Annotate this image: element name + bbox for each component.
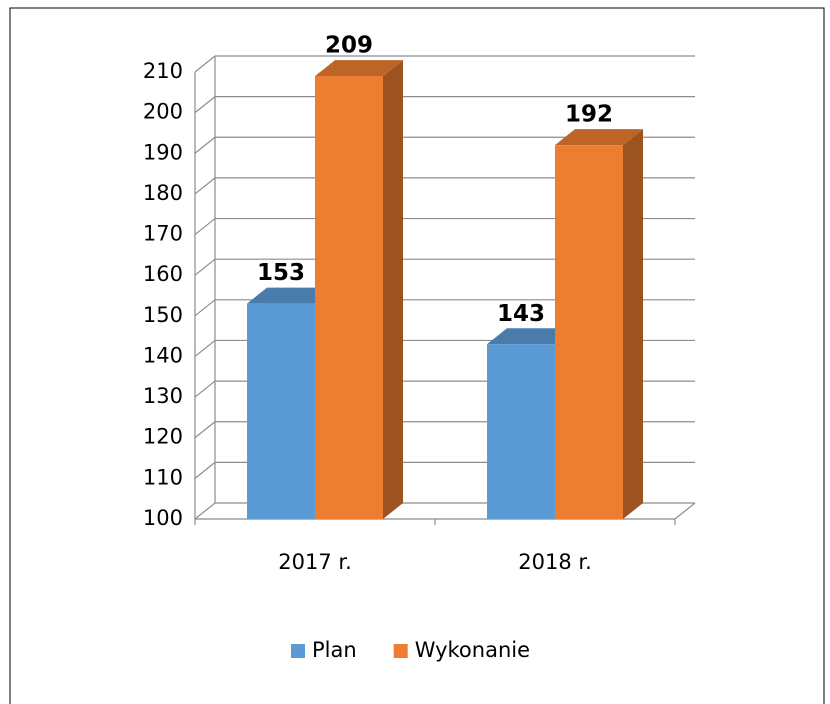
bar — [555, 145, 623, 520]
x-tick-label: 2017 r. — [278, 550, 352, 574]
bar — [247, 303, 315, 519]
y-tick-label: 150 — [143, 303, 183, 327]
legend-swatch — [393, 644, 408, 658]
bar-top — [487, 328, 575, 345]
bar — [487, 344, 555, 519]
y-tick-label: 140 — [143, 343, 183, 367]
value-label: 143 — [497, 301, 545, 327]
y-tick-label: 180 — [143, 181, 183, 205]
y-tick-label: 110 — [143, 465, 183, 489]
legend-label: Plan — [312, 638, 357, 662]
y-tick-label: 120 — [143, 425, 183, 449]
y-tick-label: 160 — [143, 262, 183, 286]
y-tick-label: 170 — [143, 222, 183, 246]
y-tick-label: 210 — [143, 59, 183, 83]
value-label: 209 — [325, 33, 373, 59]
y-tick-label: 130 — [143, 384, 183, 408]
legend-swatch — [291, 644, 305, 658]
bar-top — [315, 60, 403, 77]
bar-top — [555, 129, 643, 146]
y-tick-label: 100 — [143, 506, 183, 530]
value-label: 192 — [565, 102, 613, 128]
chart-border — [9, 7, 825, 704]
value-label: 153 — [257, 260, 305, 286]
bar-top — [247, 287, 335, 304]
bar-side — [623, 129, 643, 520]
x-tick-label: 2018 r. — [518, 550, 592, 574]
legend-label: Wykonanie — [415, 638, 530, 662]
y-tick-label: 200 — [143, 100, 183, 124]
bar — [315, 76, 383, 520]
y-tick-label: 190 — [143, 140, 183, 164]
bar-side — [383, 60, 403, 520]
